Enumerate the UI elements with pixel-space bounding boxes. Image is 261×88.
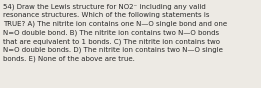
Text: 54) Draw the Lewis structure for NO2⁻ including any valid
resonance structures. : 54) Draw the Lewis structure for NO2⁻ in… — [3, 4, 227, 62]
